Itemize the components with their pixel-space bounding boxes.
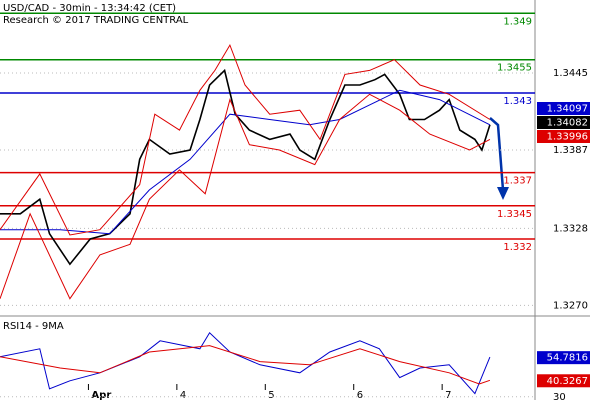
- price-badge-label: 1.33996: [547, 132, 588, 143]
- series-line: [0, 93, 491, 300]
- y-tick-label: 30: [553, 392, 566, 400]
- x-tick-label: Apr: [91, 390, 111, 400]
- y-tick-label: 1.3445: [553, 68, 588, 79]
- rsi-title: RSI14 - 9MA: [3, 321, 64, 332]
- chart-title: USD/CAD - 30min - 13:34:42 (CET): [3, 3, 176, 14]
- level-label: 1.343: [503, 96, 532, 107]
- price-badge: [537, 130, 590, 143]
- series-line: [0, 68, 491, 266]
- x-tick-label: 4: [180, 390, 186, 400]
- series-line: [0, 43, 491, 236]
- series-line: [0, 332, 491, 395]
- y-tick-label: 1.3270: [553, 300, 588, 311]
- price-badge-label: 1.34097: [547, 104, 588, 115]
- x-tick-label: 5: [268, 390, 274, 400]
- level-label: 1.337: [503, 176, 532, 187]
- level-label: 1.332: [503, 242, 532, 253]
- price-badge: [537, 351, 590, 365]
- y-tick-label: 1.3387: [553, 145, 588, 156]
- series-line: [0, 345, 491, 385]
- price-badge-label: 1.34082: [547, 118, 588, 129]
- plot-bg: [0, 0, 535, 400]
- price-badge-label: 54.7816: [547, 353, 588, 364]
- y-tick-label: 1.3328: [553, 223, 588, 234]
- price-badge: [537, 116, 590, 129]
- level-label: 1.349: [503, 16, 532, 27]
- x-tick-label: 6: [357, 390, 363, 400]
- chart-subtitle: Research © 2017 TRADING CENTRAL: [3, 15, 189, 26]
- level-label: 1.3345: [497, 209, 532, 220]
- series-line: [0, 89, 491, 235]
- forecast-arrow: [489, 117, 505, 191]
- price-badge-label: 40.3267: [547, 376, 588, 387]
- price-badge: [537, 102, 590, 115]
- price-badge: [537, 374, 590, 388]
- level-label: 1.3455: [497, 63, 532, 74]
- forecast-arrowhead: [497, 187, 509, 200]
- x-tick-label: 7: [445, 390, 451, 400]
